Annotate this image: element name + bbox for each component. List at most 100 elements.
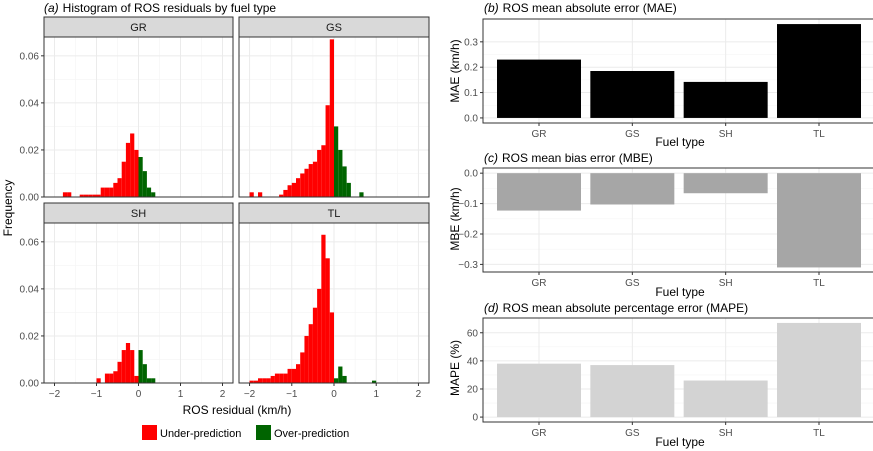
mae-bar-sh [683, 81, 768, 118]
x-tick-label: GR [532, 428, 547, 439]
hist-bar-gr [79, 194, 84, 197]
facet-label: GS [326, 22, 342, 34]
hist-bar-gr [146, 187, 152, 197]
mae-bar-tl [777, 24, 861, 118]
y-tick-label: 0.00 [20, 193, 40, 204]
hist-bar-gr [96, 194, 101, 197]
x-tick-label: 1 [373, 389, 379, 400]
hist-bar-tl [321, 234, 326, 383]
x-tick-label: 2 [220, 389, 226, 400]
hist-bar-tl [262, 378, 267, 383]
hist-bar-sh [109, 373, 114, 383]
title-b: (b) ROS mean absolute error (MAE) [484, 1, 677, 15]
mape-bar-tl [777, 322, 861, 418]
mape-bar-gr [497, 363, 581, 418]
facet-strip [238, 202, 430, 224]
hist-bar-gs [279, 194, 284, 197]
hist-bar-gs [321, 145, 326, 197]
x-tick-label: −2 [244, 389, 256, 400]
hist-bar-tl [287, 368, 292, 383]
hist-bar-tl [338, 366, 343, 383]
y-tick-label: −0.3 [458, 260, 478, 271]
hist-bar-gr [117, 178, 122, 197]
x-tick-label: 0 [331, 389, 337, 400]
panel-mbe: −0.3 −0.2 −0.1 0.0 GR GS SH TL [458, 167, 873, 289]
x-tick-label: GS [625, 278, 640, 289]
x-tick-label: TL [813, 129, 825, 140]
hist-xlabel: ROS residual (km/h) [183, 403, 292, 417]
y-tick-label: 0.02 [20, 331, 40, 342]
facet-strip [238, 16, 430, 38]
y-tick-label: 0.04 [20, 284, 40, 295]
hist-bar-gs [317, 149, 322, 197]
legend-label-under: Under-prediction [160, 428, 241, 440]
hist-bar-gs [291, 182, 296, 197]
hist-bar-gr [83, 194, 89, 197]
hist-bar-gr [138, 157, 143, 197]
mape-bar-sh [683, 380, 768, 418]
facet-label: TL [328, 208, 341, 220]
y-tick-label: 0.2 [464, 63, 478, 74]
mbe-ylabel: MBE (km/h) [448, 187, 462, 250]
hist-bar-gs [359, 192, 364, 197]
hist-bar-tl [342, 375, 347, 383]
y-tick-label: 0.04 [20, 98, 40, 109]
facet-tl: TL −2 −1 0 1 2 [238, 202, 430, 400]
hist-bar-gs [287, 185, 292, 197]
y-tick-label: 40 [467, 356, 479, 367]
hist-bar-tl [253, 380, 258, 383]
facet-strip [43, 202, 234, 224]
hist-bar-gr [130, 133, 135, 197]
hist-bar-sh [125, 343, 131, 383]
title-d: (d) ROS mean absolute percentage error (M… [484, 301, 748, 315]
hist-bar-tl [283, 373, 288, 383]
x-tick-label: 2 [416, 389, 422, 400]
panel-border [482, 18, 873, 124]
x-tick-label: −1 [286, 389, 298, 400]
x-tick-label: 0 [136, 389, 142, 400]
hist-bar-gr [113, 182, 118, 197]
mape-bar-gs [590, 365, 675, 418]
hist-bar-gr [142, 171, 147, 197]
legend-label-over: Over-prediction [274, 428, 349, 440]
hist-bar-gs [325, 105, 330, 197]
x-tick-label: TL [813, 428, 825, 439]
hist-bar-sh [146, 378, 152, 383]
y-tick-label: 0.3 [464, 37, 478, 48]
y-tick-label: 0.06 [20, 51, 40, 62]
hist-bar-gr [62, 192, 68, 197]
hist-bar-gr [121, 161, 126, 197]
y-tick-label: 0.0 [464, 169, 478, 180]
hist-bar-sh [121, 350, 126, 383]
y-tick-label: 0.06 [20, 237, 40, 248]
title-c: (c) ROS mean bias error (MBE) [484, 151, 653, 165]
hist-bar-tl [312, 307, 318, 383]
x-tick-label: GS [625, 428, 640, 439]
hist-bar-gs [304, 168, 309, 197]
hist-ylabel: Frequency [1, 180, 15, 237]
hist-bar-tl [270, 375, 275, 383]
panel-mae: 0.0 0.1 0.2 0.3 GR GS SH TL [464, 18, 873, 140]
hist-bar-gs [334, 126, 339, 197]
hist-bar-gs [258, 192, 263, 197]
x-tick-label: SH [719, 278, 733, 289]
mae-bar-gs [590, 71, 675, 118]
y-tick-label: 0 [472, 413, 478, 424]
hist-bar-tl [258, 378, 263, 383]
hist-bar-gr [104, 187, 110, 197]
hist-bar-gs [338, 149, 343, 197]
hist-bar-gr [125, 142, 131, 197]
hist-bar-tl [304, 335, 309, 383]
hist-bar-gr [92, 194, 97, 197]
x-tick-label: 1 [178, 389, 184, 400]
hist-bar-tl [296, 364, 301, 383]
title-a: (a) Histogram of ROS residuals by fuel ty… [44, 1, 276, 15]
facet-strip [43, 16, 234, 38]
hist-bar-gr [67, 192, 72, 197]
hist-bar-sh [142, 364, 147, 383]
hist-bar-gr [134, 149, 139, 197]
hist-bar-gs [308, 164, 313, 197]
mbe-bar-gs [590, 173, 675, 205]
legend: Under-prediction Over-prediction [142, 425, 349, 440]
x-tick-label: GR [532, 129, 547, 140]
